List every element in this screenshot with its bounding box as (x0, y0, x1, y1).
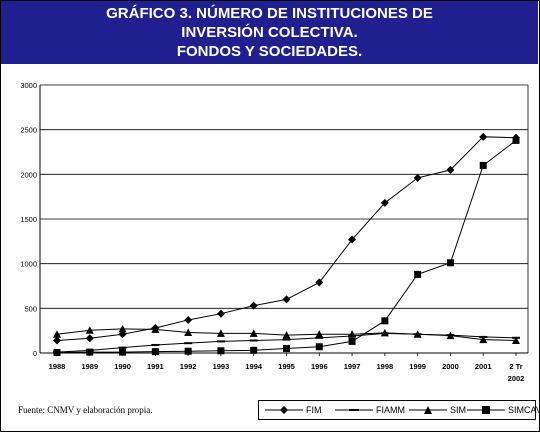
data-point-simcav (414, 270, 422, 278)
title-line-1: GRÁFICO 3. NÚMERO DE INSTITUCIONES DE (106, 5, 433, 22)
title-line-3: FONDOS Y SOCIEDADES. (176, 43, 363, 60)
data-point-simcav (217, 347, 225, 355)
x-tick-label: 2 Tr (509, 362, 522, 371)
data-point-simcav (381, 317, 389, 325)
x-tick-label: 1994 (245, 362, 263, 371)
legend-label-fim: FIM (306, 405, 322, 415)
x-tick-label: 1991 (147, 362, 164, 371)
y-tick-label: 1000 (20, 260, 37, 269)
data-point-fim (348, 235, 357, 244)
x-tick-label: 1988 (49, 362, 66, 371)
data-point-fim (85, 334, 94, 343)
series-line-fim (56, 136, 517, 341)
legend-label-simcav: SIMCAV (508, 405, 540, 415)
data-point-sim (249, 329, 258, 337)
legend-item-sim: SIM (409, 401, 466, 419)
chart-legend: FIM FIAMM SIM SIMCAV (258, 400, 540, 420)
x-tick-label-year: 2002 (508, 374, 525, 383)
data-point-simcav (283, 345, 290, 353)
y-tick-label: 2000 (20, 170, 37, 179)
data-point-sim (151, 325, 160, 333)
data-point-fim (315, 278, 324, 287)
x-tick-label: 1992 (180, 362, 197, 371)
data-point-sim (380, 328, 389, 337)
y-tick-label: 1500 (20, 215, 37, 224)
data-point-fim (413, 173, 422, 182)
y-tick-label: 3000 (20, 81, 37, 90)
legend-marker-triangle-icon (409, 406, 447, 414)
data-point-simcav (315, 343, 323, 351)
legend-item-simcav: SIMCAV (467, 401, 540, 419)
data-point-simcav (446, 259, 454, 267)
chart-header: GRÁFICO 3. NÚMERO DE INSTITUCIONES DE IN… (1, 1, 538, 64)
y-tick-label: 0 (33, 349, 37, 358)
legend-marker-square-icon (467, 406, 505, 414)
data-point-sim (53, 330, 61, 338)
data-point-fim (282, 295, 291, 304)
data-point-simcav (86, 348, 94, 356)
legend-marker-dash-icon (335, 409, 373, 411)
data-point-simcav (53, 349, 61, 357)
x-tick-label: 2000 (442, 362, 459, 371)
x-tick-label: 1996 (311, 362, 328, 371)
legend-item-fiamm: FIAMM (335, 401, 405, 419)
data-point-sim (85, 326, 94, 334)
series-line-simcav (56, 139, 517, 354)
data-point-simcav (151, 348, 159, 356)
x-tick-label: 1997 (344, 362, 361, 371)
legend-marker-diamond-icon (265, 406, 303, 414)
x-tick-label: 1990 (114, 362, 131, 371)
source-note: Fuente: CNMV y elaboración propia. (18, 405, 153, 415)
data-point-sim (348, 330, 357, 338)
y-tick-label: 500 (24, 304, 37, 313)
x-tick-label: 1998 (377, 362, 394, 371)
data-point-simcav (479, 161, 487, 169)
plot-area (1, 64, 538, 430)
legend-label-fiamm: FIAMM (376, 405, 405, 415)
data-point-sim (184, 328, 193, 336)
data-point-sim (282, 331, 291, 339)
data-point-fim (446, 165, 455, 174)
legend-item-fim: FIM (265, 401, 322, 419)
data-point-sim (315, 330, 324, 338)
x-tick-label: 1995 (278, 362, 295, 371)
data-point-fim (216, 309, 225, 318)
data-point-sim (413, 330, 422, 338)
data-point-simcav (184, 347, 192, 355)
data-point-fim (249, 301, 258, 310)
data-point-sim (479, 335, 488, 344)
data-point-simcav (119, 348, 127, 356)
data-point-fim (184, 315, 193, 324)
data-point-fim (53, 336, 61, 345)
x-tick-label: 1989 (81, 362, 98, 371)
data-point-fim (380, 198, 389, 207)
data-point-fim (479, 132, 488, 141)
data-point-simcav (250, 346, 258, 354)
x-tick-label: 2001 (475, 362, 492, 371)
data-point-sim (118, 324, 127, 333)
x-tick-label: 1993 (213, 362, 230, 371)
y-tick-label: 2500 (20, 126, 37, 135)
title-line-2: INVERSIÓN COLECTIVA. (181, 24, 358, 41)
data-point-sim (216, 329, 225, 337)
legend-label-sim: SIM (450, 405, 467, 415)
data-point-simcav (512, 136, 520, 144)
data-point-sim (446, 331, 455, 340)
data-point-sim (512, 336, 520, 344)
data-point-simcav (348, 337, 356, 345)
x-tick-label: 1999 (409, 362, 426, 371)
